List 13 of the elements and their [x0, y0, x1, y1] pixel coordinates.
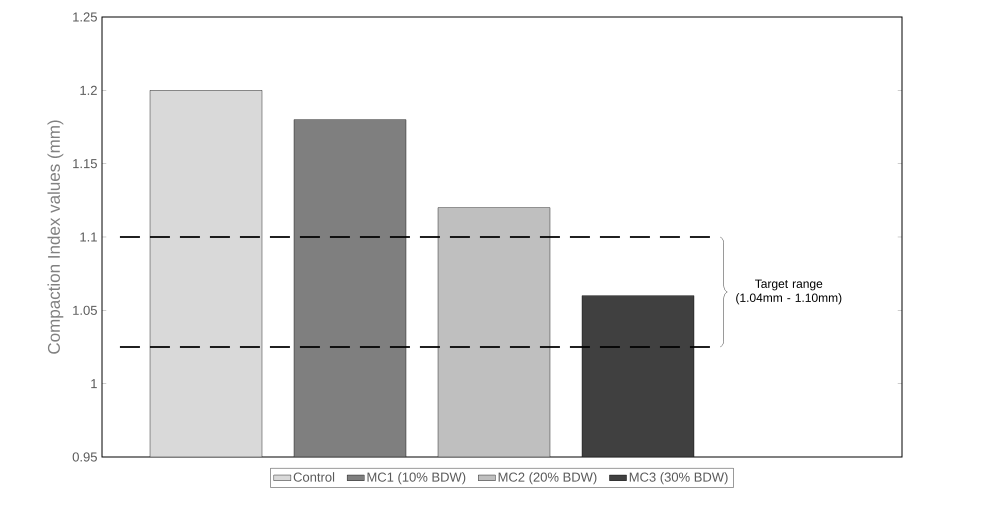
- y-tick-label: 1.25: [73, 12, 97, 22]
- y-tick-label: 1.1: [80, 232, 97, 242]
- y-tick-label: 0.95: [72, 452, 97, 462]
- y-tick-label: 1: [91, 379, 97, 388]
- y-tick-label: 1.15: [73, 159, 97, 168]
- legend-label: MC2 (20% BDW): [498, 472, 596, 484]
- legend-label: Control: [294, 472, 334, 482]
- y-tick-label: 1.2: [80, 86, 97, 95]
- y-tick-label: 1.05: [73, 306, 97, 315]
- legend-label: MC3 (30% BDW): [630, 472, 728, 484]
- legend-label: MC1 (10% BDW): [368, 472, 466, 484]
- y-axis-title: Compaction Index values (mm): [47, 120, 64, 354]
- annotation: Target range (1.04mm - 1.10mm): [736, 280, 842, 304]
